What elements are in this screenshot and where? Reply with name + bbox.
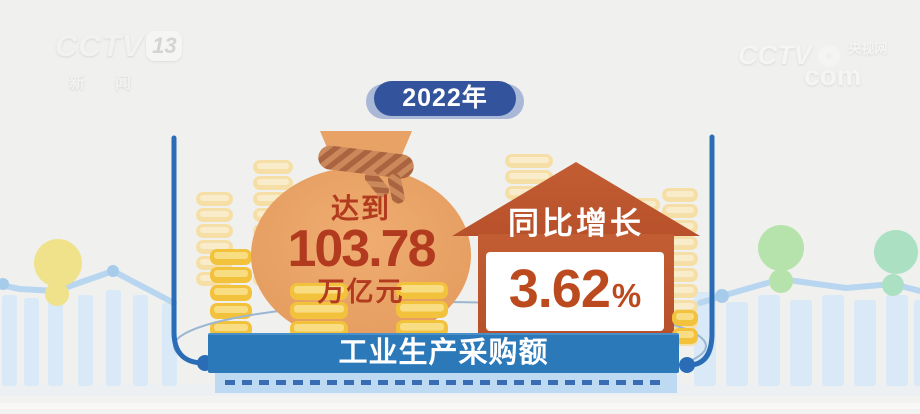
procurement-stat: 达到 103.78 万亿元 [248, 193, 474, 307]
growth-label: 同比增长 [508, 206, 644, 241]
stat-value: 103.78 [287, 220, 436, 278]
coin-stacks-foreground [290, 282, 448, 338]
footer-title-banner: 工业生产采购额 [208, 333, 679, 373]
right-bracket-dot [679, 357, 695, 373]
left-bracket-line [171, 135, 205, 366]
stat-unit: 万亿元 [317, 277, 405, 307]
money-bag-rope-tail [364, 170, 390, 198]
coin-stack-right [672, 310, 698, 344]
cctv-com-suffix: com [804, 60, 862, 91]
year-badge: 2022年 [374, 81, 516, 116]
money-bag-rope-tail [388, 173, 405, 204]
dashed-line [225, 380, 667, 385]
footer-strip [215, 373, 677, 393]
cctv-logo-text: CCTV [55, 28, 144, 63]
cctv-com-ring-icon [817, 44, 840, 67]
bar-chart-decoration [2, 288, 920, 386]
channel-13-badge: 13 [146, 31, 183, 61]
balloon-tree-decoration [34, 225, 918, 306]
growth-value: 3.62 [508, 259, 611, 319]
percent-sign: % [611, 277, 642, 314]
frame-brackets [171, 134, 715, 373]
site-logo-watermark: CCTV 央视网 com [738, 40, 888, 91]
cctv-com-logo-text: CCTV [738, 40, 812, 70]
growth-value-box: 3.62 % [486, 252, 664, 331]
money-bag-rope-band [318, 145, 414, 179]
stat-prefix: 达到 [330, 193, 391, 224]
cctv-cn-label: 央视网 [848, 41, 888, 56]
channel-news-label: 新闻 [69, 75, 162, 92]
channel-logo-watermark: CCTV 13 新闻 [55, 28, 183, 93]
growth-arrow-head [452, 162, 700, 236]
